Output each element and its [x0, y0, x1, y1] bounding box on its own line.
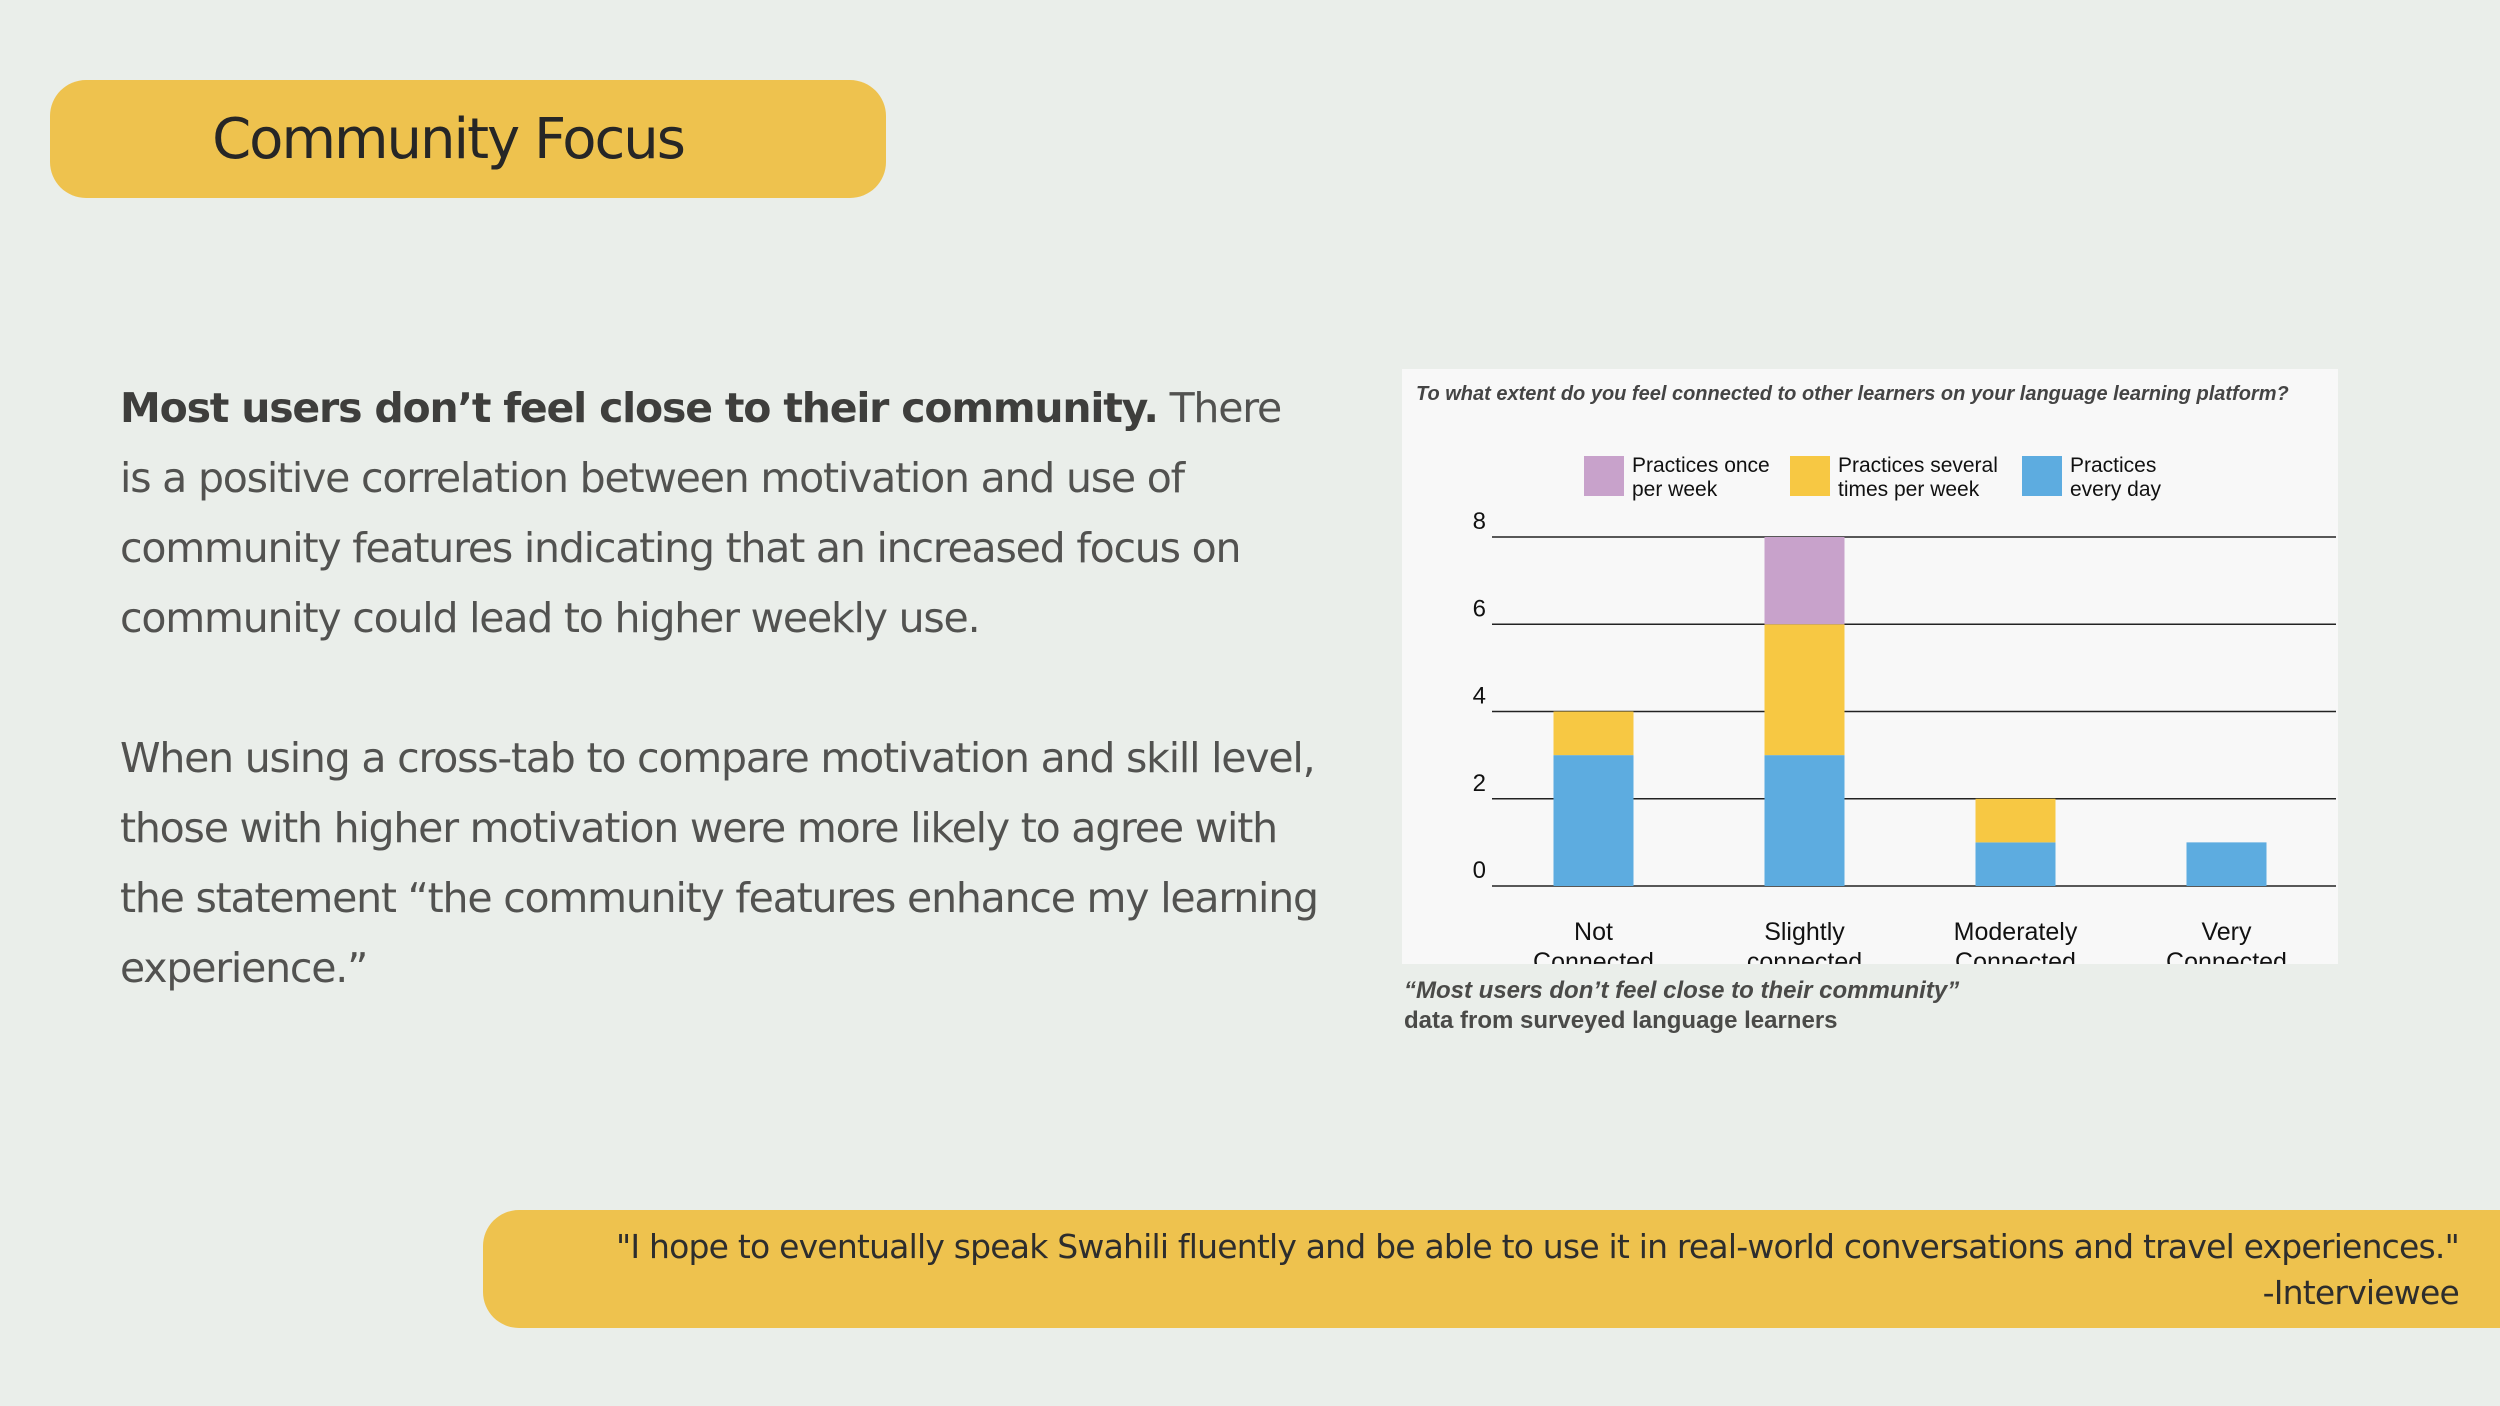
bar-segment: [1975, 798, 2056, 843]
x-tick-label: Not: [1574, 918, 1613, 946]
body-text: Most users don’t feel close to their com…: [120, 373, 1320, 1073]
paragraph-1: Most users don’t feel close to their com…: [120, 373, 1320, 653]
x-tick-label: connected: [1747, 948, 1862, 964]
bar-segment: [1553, 755, 1634, 886]
legend-label: per week: [1632, 478, 1718, 501]
stacked-bar-chart: To what extent do you feel connected to …: [1416, 383, 2336, 964]
y-tick-label: 4: [1473, 683, 1486, 710]
paragraph-1-bold: Most users don’t feel close to their com…: [120, 384, 1159, 432]
x-tick-label: Connected: [1955, 948, 2076, 964]
x-tick-label: Connected: [1533, 948, 1654, 964]
bar-segment: [1764, 537, 1845, 625]
quote-attribution: -Interviewee: [2262, 1273, 2460, 1312]
x-tick-label: Very: [2201, 918, 2252, 946]
chart-card: To what extent do you feel connected to …: [1402, 369, 2338, 964]
paragraph-1-rest: There is a positive correlation between …: [120, 384, 1282, 642]
bar-segment: [2186, 842, 2267, 886]
x-tick-label: Connected: [2166, 948, 2287, 964]
title-banner: Community Focus: [50, 80, 886, 198]
bar-segment: [1764, 624, 1845, 756]
legend-label: Practices once: [1632, 454, 1770, 477]
legend-label: Practices several: [1838, 454, 1998, 477]
x-tick-label: Moderately: [1954, 918, 2078, 946]
y-tick-label: 2: [1473, 770, 1486, 797]
x-tick-label: Slightly: [1764, 918, 1845, 946]
paragraph-2: When using a cross-tab to compare motiva…: [120, 734, 1319, 992]
y-tick-label: 0: [1473, 857, 1486, 884]
interview-quote: "I hope to eventually speak Swahili flue…: [616, 1227, 2460, 1266]
caption-quote: “Most users don’t feel close to their co…: [1404, 977, 1960, 1004]
bar-segment: [1553, 711, 1634, 756]
bar-segment: [1975, 842, 2056, 886]
legend-swatch: [2022, 456, 2062, 496]
quote-banner: "I hope to eventually speak Swahili flue…: [483, 1210, 2500, 1328]
legend-swatch: [1790, 456, 1830, 496]
legend-label: times per week: [1838, 478, 1980, 501]
y-tick-label: 6: [1473, 595, 1486, 622]
chart-caption: “Most users don’t feel close to their co…: [1404, 976, 1959, 1036]
legend-swatch: [1584, 456, 1624, 496]
chart-title: To what extent do you feel connected to …: [1416, 383, 2289, 405]
bar-segment: [1764, 755, 1845, 886]
caption-source: data from surveyed language learners: [1404, 1007, 1838, 1034]
legend-label: every day: [2070, 478, 2162, 501]
y-tick-label: 8: [1473, 508, 1486, 535]
legend-label: Practices: [2070, 454, 2156, 477]
quote-block: "I hope to eventually speak Swahili flue…: [616, 1224, 2460, 1316]
page-title: Community Focus: [212, 106, 686, 172]
